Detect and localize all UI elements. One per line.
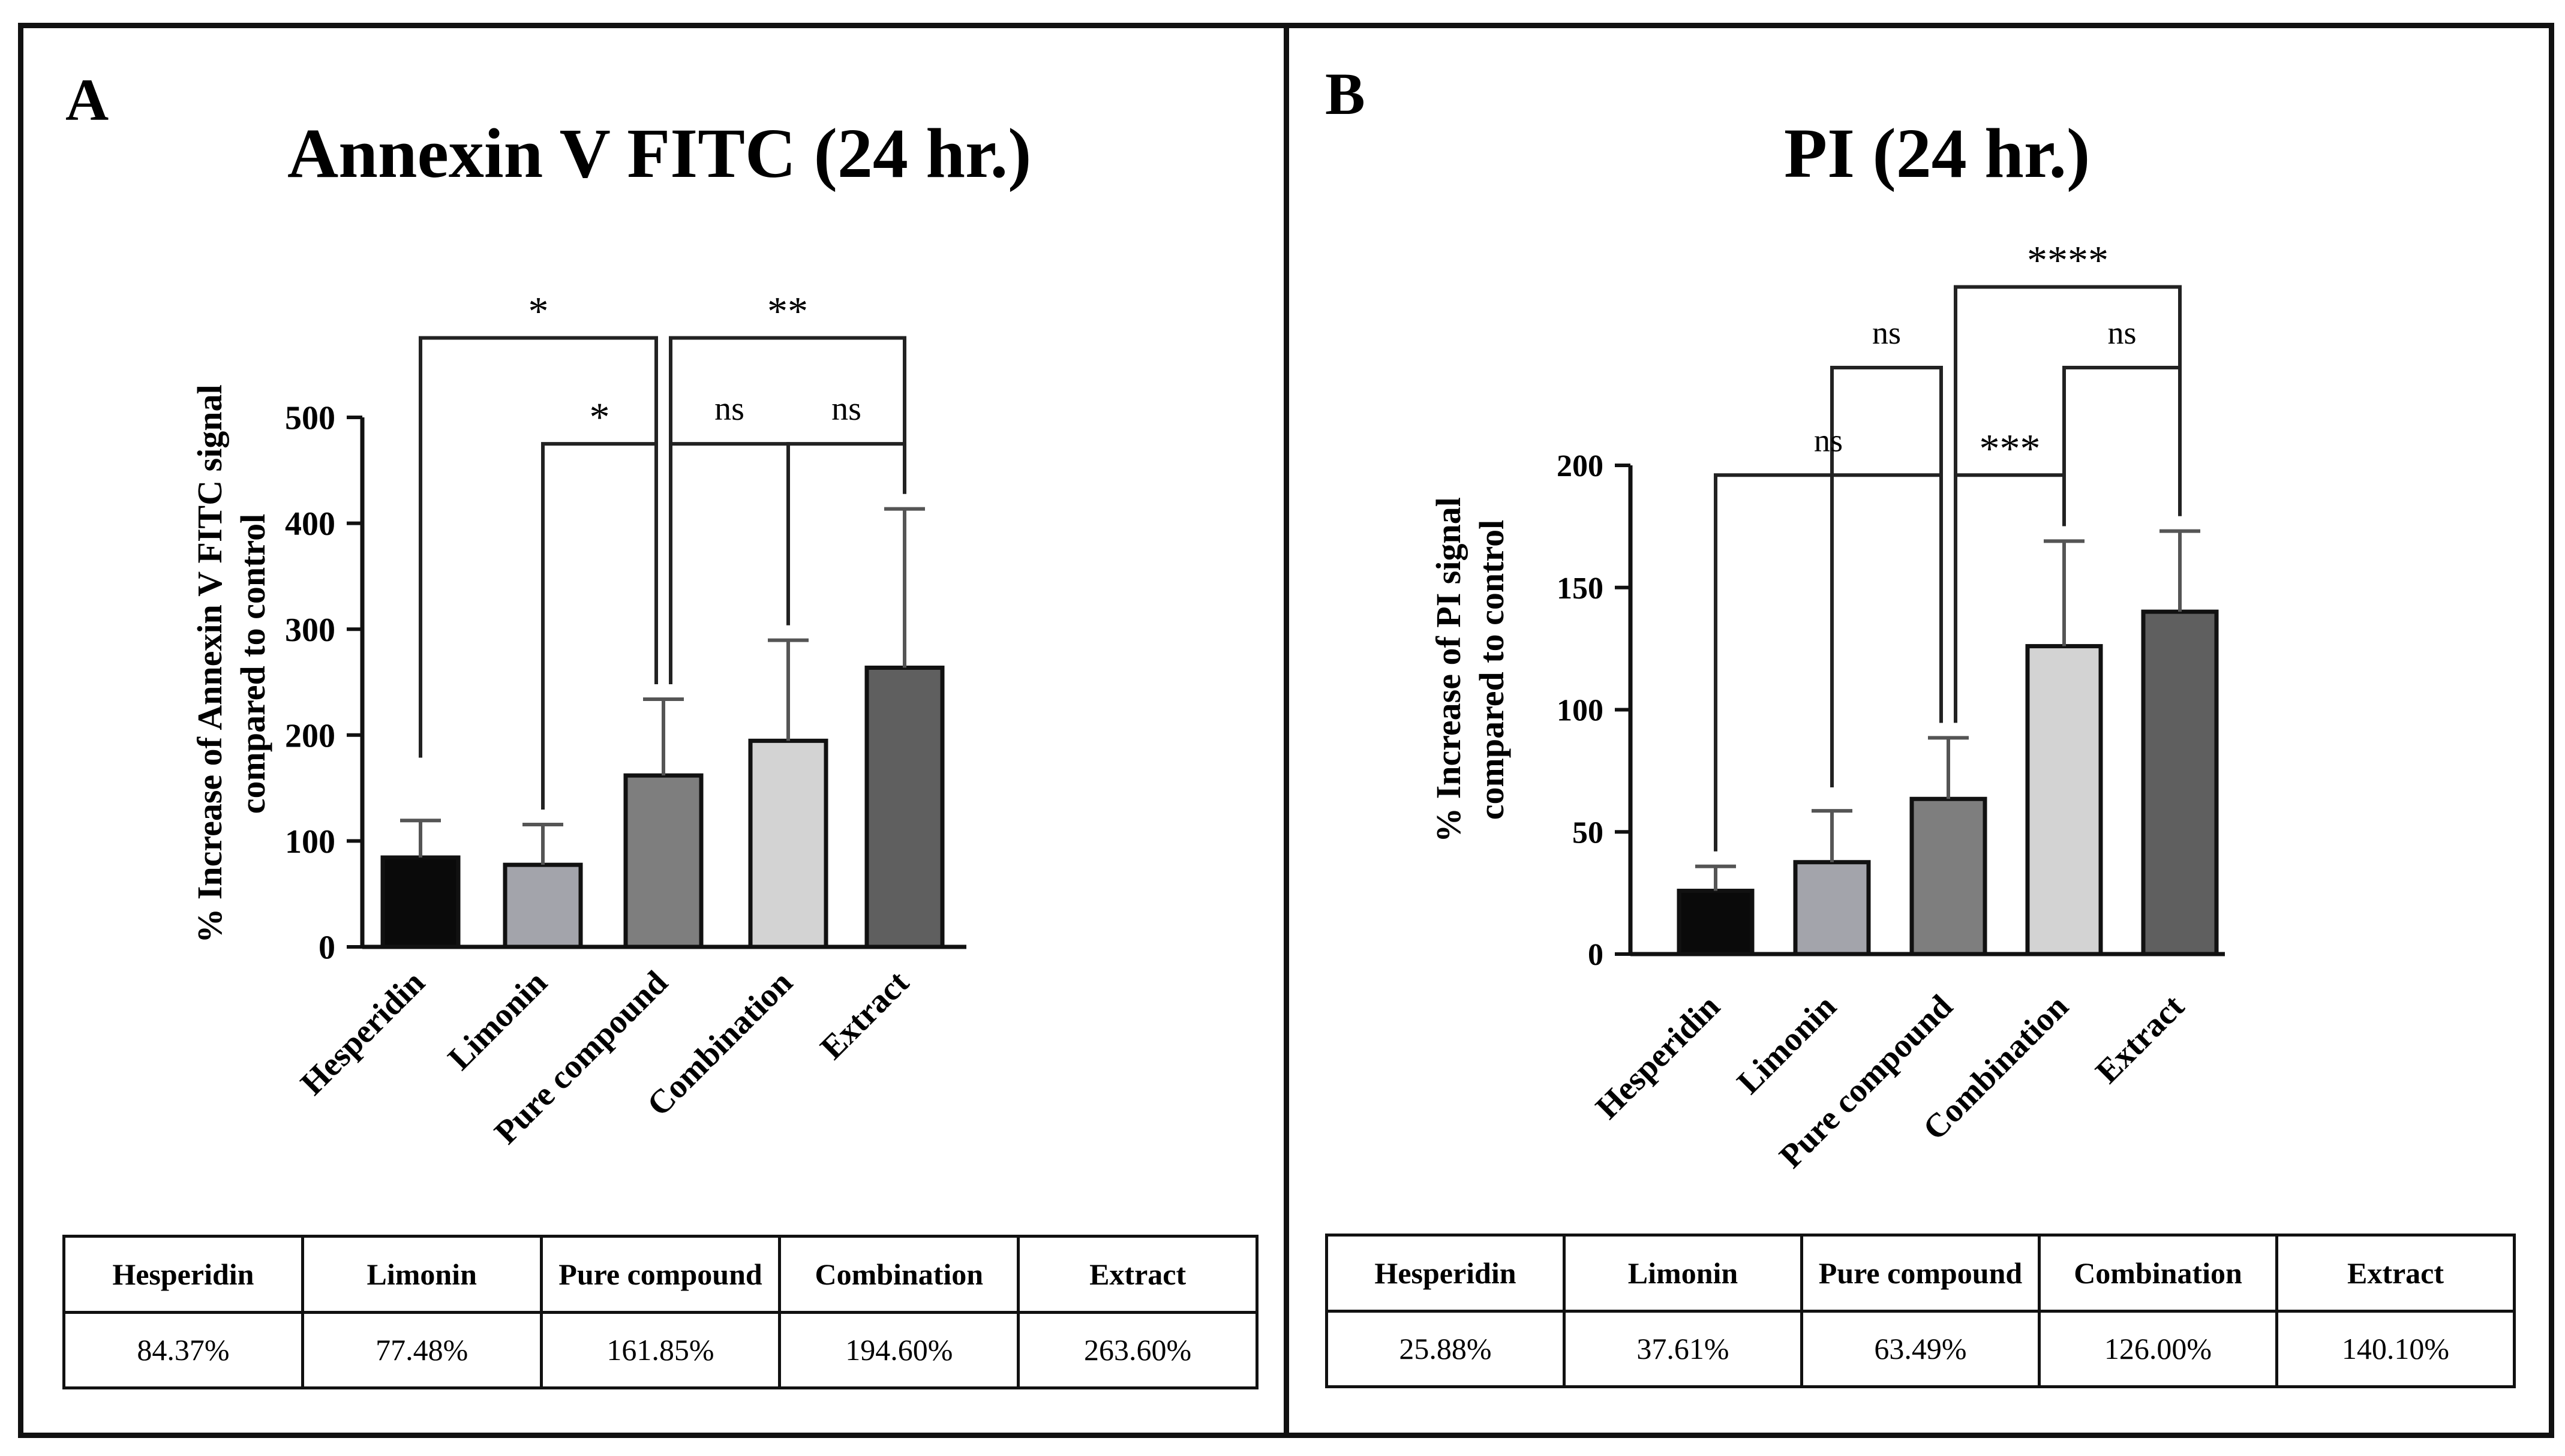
significance-label: ****	[2027, 237, 2109, 283]
table-value-cell: 126.00%	[2038, 1309, 2278, 1388]
table-value-cell: 25.88%	[1325, 1309, 1566, 1388]
x-tick-label: Limonin	[1730, 988, 1843, 1101]
bar	[1793, 860, 1871, 956]
significance-label: *	[590, 394, 610, 440]
significance-bracket	[419, 336, 658, 758]
table-header-cell: Extract	[2275, 1234, 2516, 1313]
chart-title-a: Annexin V FITC (24 hr.)	[287, 114, 1032, 192]
bar	[623, 773, 704, 949]
y-axis-label: % Increase of Annexin V FITC signal	[190, 384, 229, 943]
y-axis-label: compared to control	[233, 514, 272, 814]
y-tick-label: 300	[285, 612, 335, 649]
y-tick-label: 0	[319, 929, 335, 967]
x-tick-label: Hesperidin	[293, 964, 432, 1102]
significance-bracket	[1954, 473, 2066, 723]
y-tick-label: 150	[1557, 571, 1603, 606]
x-tick-label: Extract	[2089, 988, 2192, 1091]
table-header-cell: Hesperidin	[62, 1235, 304, 1314]
y-tick-label: 100	[285, 823, 335, 861]
y-tick-label: 400	[285, 506, 335, 543]
y-tick-label: 0	[1588, 938, 1603, 972]
table-header-row: Hesperidin Limonin Pure compound Combina…	[1325, 1234, 2516, 1313]
y-tick-label: 200	[1557, 449, 1603, 483]
panel-a: A Annexin V FITC (24 hr.) % Increase of …	[18, 23, 1294, 1438]
table-header-cell: Pure compound	[539, 1235, 782, 1314]
table-header-cell: Pure compound	[1800, 1234, 2041, 1313]
significance-label: ***	[1980, 425, 2041, 471]
table-value-cell: 63.49%	[1800, 1309, 2041, 1388]
table-value-cell: 37.61%	[1563, 1309, 1803, 1388]
table-value-cell: 263.60%	[1017, 1310, 1259, 1389]
table-value-cell: 77.48%	[301, 1310, 543, 1389]
significance-label: ns	[831, 390, 861, 428]
table-value-row: 25.88% 37.61% 63.49% 126.00% 140.10%	[1325, 1309, 2516, 1388]
significance-label: *	[528, 288, 549, 334]
y-tick-label: 100	[1557, 694, 1603, 728]
significance-bracket	[1714, 473, 1943, 852]
chart-b: % Increase of PI signal compared to contr…	[1429, 237, 2225, 1175]
panel-letter-a: A	[65, 67, 109, 133]
table-header-cell: Combination	[2038, 1234, 2278, 1313]
panel-letter-b: B	[1325, 61, 1365, 127]
y-tick-label: 50	[1572, 816, 1603, 850]
table-value-cell: 194.60%	[778, 1310, 1020, 1389]
significance-label: ns	[2107, 315, 2136, 351]
chart-title-b: PI (24 hr.)	[1784, 114, 2091, 192]
significance-bracket	[786, 442, 906, 625]
bar	[2141, 609, 2219, 956]
bar	[380, 855, 461, 949]
x-tick-label: Extract	[813, 964, 917, 1067]
table-header-row: Hesperidin Limonin Pure compound Combina…	[62, 1235, 1259, 1314]
significance-bracket	[1830, 366, 1943, 787]
y-tick-label: 200	[285, 717, 335, 754]
panel-b: B PI (24 hr.) % Increase of PI signal com…	[1284, 23, 2554, 1438]
data-table-a: Hesperidin Limonin Pure compound Combina…	[62, 1235, 1259, 1389]
chart-a: % Increase of Annexin V FITC signal compa…	[190, 288, 966, 1151]
x-tick-label: Hesperidin	[1588, 988, 1727, 1126]
significance-label: ns	[1814, 422, 1843, 458]
table-header-cell: Extract	[1017, 1235, 1259, 1314]
table-header-cell: Combination	[778, 1235, 1020, 1314]
y-axis-label: compared to control	[1472, 520, 1511, 820]
bar	[864, 665, 945, 949]
table-value-cell: 161.85%	[539, 1310, 782, 1389]
significance-bracket	[541, 442, 658, 810]
y-axis-label: % Increase of PI signal	[1429, 497, 1468, 843]
table-header-cell: Hesperidin	[1325, 1234, 1566, 1313]
table-value-cell: 84.37%	[62, 1310, 304, 1389]
data-table-b: Hesperidin Limonin Pure compound Combina…	[1325, 1234, 2516, 1388]
bar	[503, 862, 583, 949]
bar	[1909, 796, 1987, 956]
bar	[1677, 889, 1755, 956]
bar	[2025, 644, 2103, 956]
significance-bracket	[669, 442, 790, 685]
bar	[748, 738, 828, 949]
y-tick-label: 500	[285, 400, 335, 437]
table-header-cell: Limonin	[301, 1235, 543, 1314]
table-value-row: 84.37% 77.48% 161.85% 194.60% 263.60%	[62, 1310, 1259, 1389]
table-value-cell: 140.10%	[2275, 1309, 2516, 1388]
x-tick-label: Limonin	[441, 964, 554, 1077]
significance-label: ns	[1872, 315, 1901, 351]
significance-bracket	[2062, 366, 2182, 527]
significance-label: ns	[714, 390, 744, 428]
table-header-cell: Limonin	[1563, 1234, 1803, 1313]
significance-label: **	[767, 288, 808, 334]
